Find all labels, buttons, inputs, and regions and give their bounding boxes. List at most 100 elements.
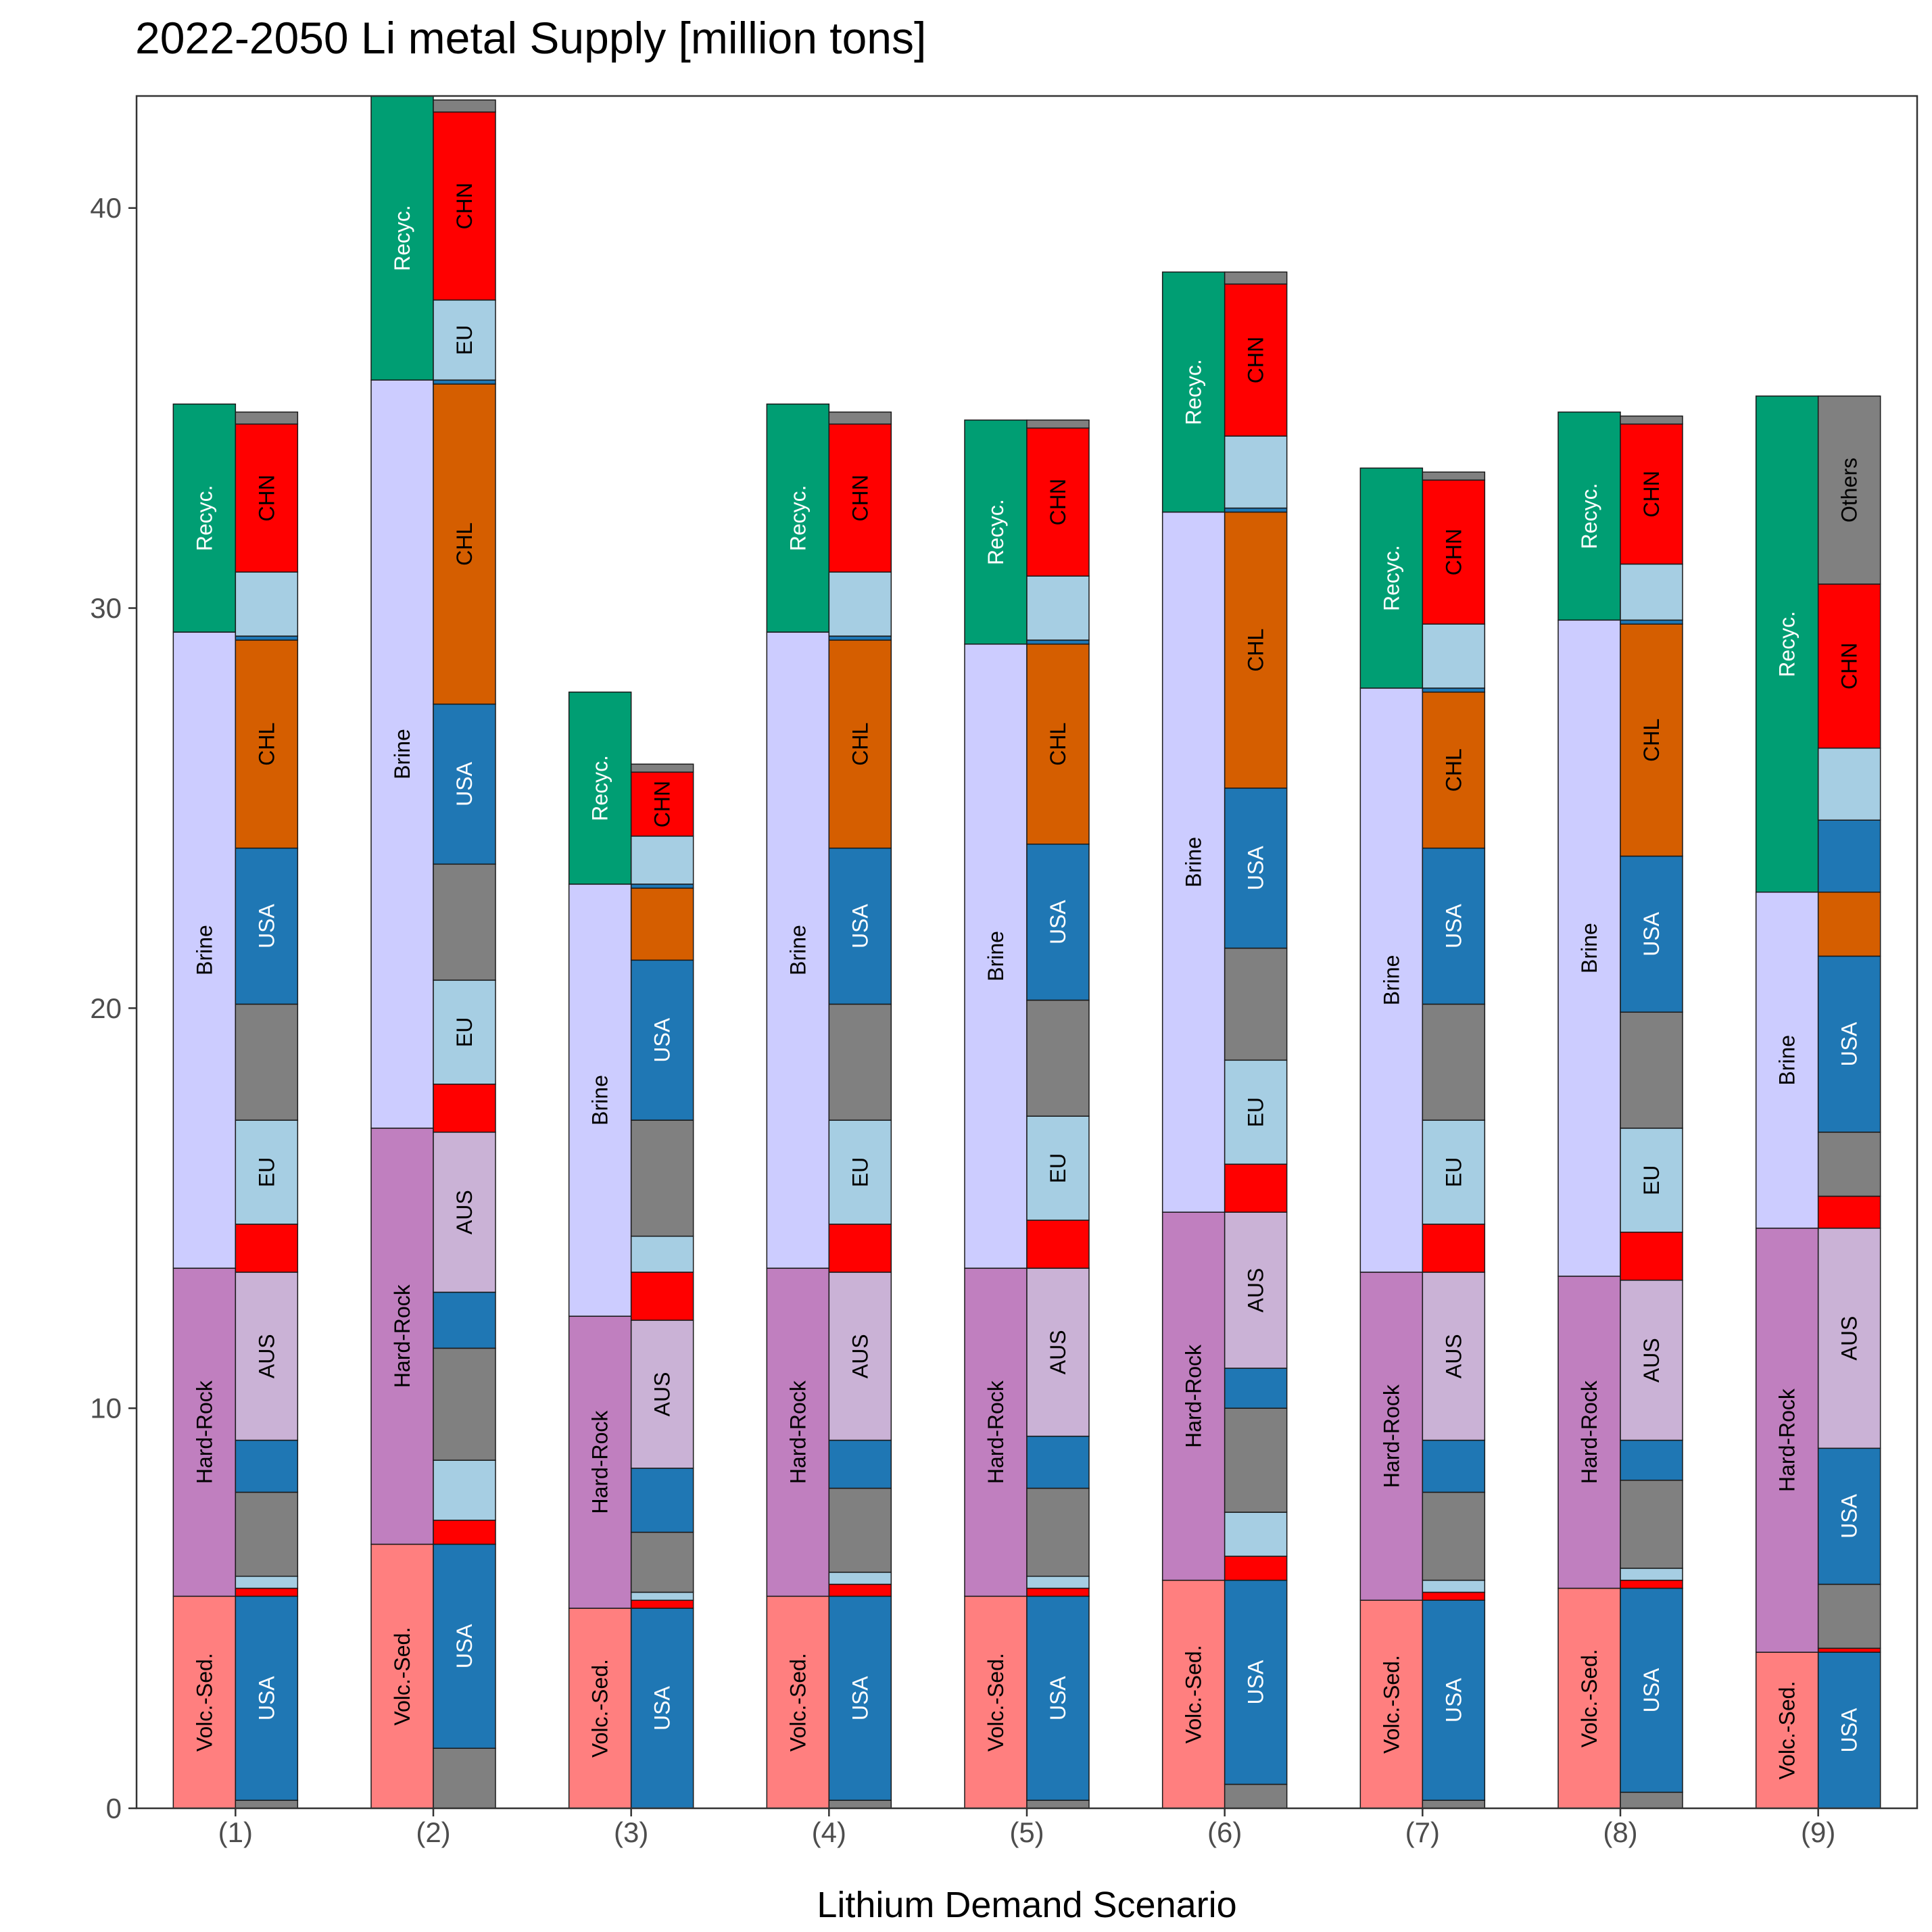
deposit-label-1-volc-sed-0: Volc.-Sed.: [192, 1653, 216, 1752]
deposit-label-6-recyc-3: Recyc.: [1182, 359, 1206, 425]
country-segment-2-usa-5: [433, 1291, 496, 1349]
country-segment-8-chn-2: [1620, 1579, 1683, 1589]
country-segment-3-usa-1: [630, 1608, 694, 1809]
country-segment-4-other-0: [828, 1800, 892, 1809]
country-segment-8-other-0: [1620, 1791, 1683, 1809]
country-label-3-usa-1: USA: [650, 1685, 675, 1730]
country-segment-4-eu-3: [828, 1572, 892, 1585]
country-segment-8-chn-14: [1620, 423, 1683, 565]
country-segment-1-other-4: [235, 1491, 299, 1577]
country-segment-4-other-9: [828, 1003, 892, 1121]
country-label-9-chn-11: CHN: [1837, 643, 1862, 690]
country-segment-5-other-15: [1026, 419, 1090, 429]
country-segment-4-chl-11: [828, 639, 892, 849]
country-segment-1-chn-7: [235, 1224, 299, 1273]
country-label-2-usa-1: USA: [452, 1624, 477, 1668]
deposit-segment-6-recyc-3: [1161, 271, 1226, 513]
deposit-label-8-hard-rock-1: Hard-Rock: [1577, 1380, 1601, 1484]
country-label-4-usa-1: USA: [848, 1676, 872, 1720]
x-axis-title: Lithium Demand Scenario: [817, 1885, 1236, 1925]
country-segment-4-usa-10: [828, 847, 892, 1005]
country-segment-8-usa-10: [1620, 855, 1683, 1013]
country-segment-7-usa-12: [1422, 687, 1486, 693]
y-tick-label-10: 10: [90, 1393, 122, 1424]
country-segment-8-usa-1: [1620, 1587, 1683, 1793]
country-label-5-chn-14: CHN: [1046, 479, 1070, 525]
deposit-segment-8-hard-rock-1: [1557, 1276, 1621, 1589]
country-segment-7-other-4: [1422, 1491, 1486, 1581]
country-label-4-chl-11: CHL: [848, 723, 872, 766]
deposit-label-4-recyc-3: Recyc.: [786, 485, 810, 551]
country-label-4-aus-6: AUS: [848, 1334, 872, 1378]
deposit-label-9-recyc-3: Recyc.: [1775, 611, 1800, 677]
country-label-2-chn-14: CHN: [452, 183, 477, 229]
country-label-3-usa-10: USA: [650, 1017, 675, 1062]
deposit-segment-6-brine-2: [1161, 511, 1226, 1213]
deposit-label-6-brine-2: Brine: [1182, 837, 1206, 888]
country-segment-6-chn-14: [1224, 283, 1288, 437]
country-segment-2-usa-1: [433, 1543, 496, 1749]
country-segment-6-chn-2: [1224, 1555, 1288, 1581]
country-label-9-others-12: Others: [1837, 458, 1862, 523]
country-segment-3-chn-14: [630, 771, 694, 837]
country-segment-3-other-4: [630, 1531, 694, 1593]
deposit-segment-2-brine-2: [370, 379, 434, 1129]
country-segment-1-other-0: [235, 1800, 299, 1809]
deposit-label-4-hard-rock-1: Hard-Rock: [786, 1380, 810, 1484]
country-segment-5-chn-2: [1026, 1587, 1090, 1597]
deposit-segment-3-volc-sed-0: [568, 1608, 632, 1809]
country-segment-4-usa-12: [828, 635, 892, 641]
country-label-1-aus-6: AUS: [254, 1334, 279, 1378]
deposit-segment-7-hard-rock-1: [1359, 1272, 1424, 1601]
deposit-label-2-recyc-3: Recyc.: [390, 205, 414, 271]
deposit-label-7-volc-sed-0: Volc.-Sed.: [1379, 1655, 1403, 1754]
country-segment-8-usa-12: [1620, 619, 1683, 625]
deposit-label-3-hard-rock-1: Hard-Rock: [588, 1410, 612, 1514]
country-segment-6-eu-8: [1224, 1059, 1288, 1165]
deposit-segment-7-brine-2: [1359, 687, 1424, 1273]
country-segment-5-eu-8: [1026, 1115, 1090, 1221]
country-segment-5-other-9: [1026, 999, 1090, 1117]
deposit-label-6-hard-rock-1: Hard-Rock: [1182, 1344, 1206, 1448]
country-segment-1-eu-8: [235, 1119, 299, 1225]
deposit-segment-1-brine-2: [172, 631, 237, 1269]
country-segment-1-usa-12: [235, 635, 299, 641]
country-segment-4-chn-14: [828, 423, 892, 573]
deposit-label-1-recyc-3: Recyc.: [192, 485, 216, 551]
x-tick-label-7: (7): [1405, 1816, 1440, 1848]
deposit-segment-3-brine-2: [568, 884, 632, 1317]
deposit-label-4-brine-2: Brine: [786, 925, 810, 975]
country-segment-9-other-6: [1817, 1132, 1881, 1197]
country-label-9-aus-4: AUS: [1837, 1316, 1862, 1361]
country-label-9-usa-0: USA: [1837, 1708, 1862, 1752]
country-segment-7-eu-8: [1422, 1119, 1486, 1225]
country-segment-6-usa-12: [1224, 507, 1288, 513]
deposit-label-3-recyc-3: Recyc.: [588, 755, 612, 821]
country-label-6-usa-1: USA: [1244, 1660, 1268, 1704]
bars-layer: Volc.-Sed. Hard-Rock Brine Recyc. USA AUS EU US…: [172, 95, 1881, 1809]
deposit-label-2-volc-sed-0: Volc.-Sed.: [390, 1627, 414, 1726]
deposit-segment-8-brine-2: [1557, 619, 1621, 1277]
country-segment-7-other-0: [1422, 1800, 1486, 1809]
country-segment-9-eu-10: [1817, 747, 1881, 821]
deposit-label-2-brine-2: Brine: [390, 729, 414, 779]
chart-title: 2022-2050 Li metal Supply [million tons]: [135, 13, 927, 63]
country-segment-8-other-4: [1620, 1479, 1683, 1569]
country-segment-5-other-0: [1026, 1800, 1090, 1809]
country-segment-9-chl-8: [1817, 891, 1881, 957]
country-label-7-eu-8: EU: [1441, 1157, 1466, 1187]
country-label-9-usa-3: USA: [1837, 1493, 1862, 1538]
country-label-8-eu-8: EU: [1639, 1165, 1664, 1195]
deposit-segment-7-recyc-3: [1359, 467, 1424, 689]
country-segment-2-other-9: [433, 863, 496, 981]
country-segment-6-other-4: [1224, 1407, 1288, 1513]
country-segment-1-usa-5: [235, 1439, 299, 1493]
country-segment-2-usa-10: [433, 703, 496, 865]
country-segment-7-chn-7: [1422, 1224, 1486, 1273]
deposit-segment-3-hard-rock-1: [568, 1315, 632, 1609]
deposit-segment-6-volc-sed-0: [1161, 1579, 1226, 1809]
country-segment-2-aus-6: [433, 1132, 496, 1293]
deposit-segment-5-recyc-3: [964, 419, 1028, 645]
country-segment-2-eu-8: [433, 980, 496, 1085]
country-segment-1-eu-13: [235, 571, 299, 637]
